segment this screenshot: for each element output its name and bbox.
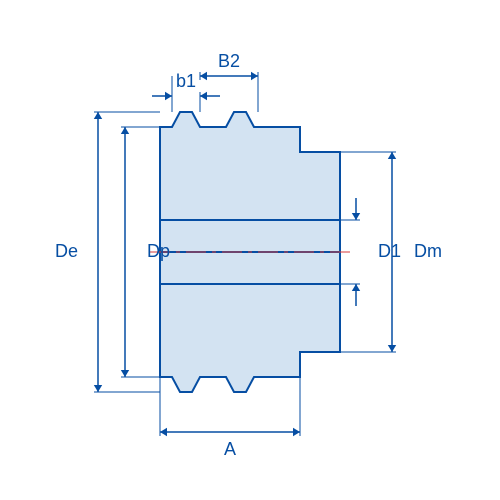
svg-text:b1: b1 (176, 71, 196, 91)
svg-text:Dm: Dm (414, 241, 442, 261)
svg-text:B2: B2 (218, 51, 240, 71)
svg-text:Dp: Dp (147, 241, 170, 261)
svg-text:D1: D1 (378, 241, 401, 261)
svg-text:De: De (55, 241, 78, 261)
svg-text:A: A (224, 439, 236, 459)
